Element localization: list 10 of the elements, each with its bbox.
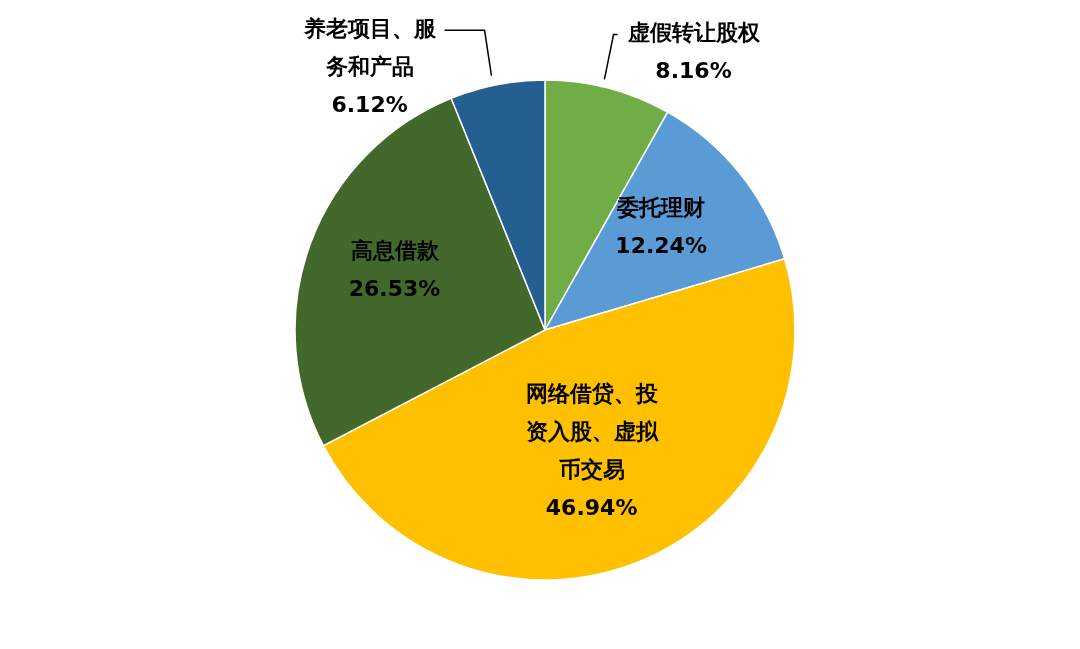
slice-label: 高息借款 bbox=[350, 238, 440, 264]
slice-label: 养老项目、服务和产品 bbox=[302, 16, 437, 80]
data-label: 8.16% bbox=[655, 58, 732, 84]
slice-label: 委托理财 bbox=[616, 195, 706, 221]
data-label: 26.53% bbox=[348, 276, 441, 302]
slice-label: 虚假转让股权 bbox=[626, 20, 761, 46]
data-label: 6.12% bbox=[331, 92, 408, 118]
slice-label: 网络借贷、投资入股、虚拟币交易 bbox=[525, 381, 659, 483]
data-label: 12.24% bbox=[615, 233, 707, 259]
data-label: 46.94% bbox=[545, 495, 638, 521]
